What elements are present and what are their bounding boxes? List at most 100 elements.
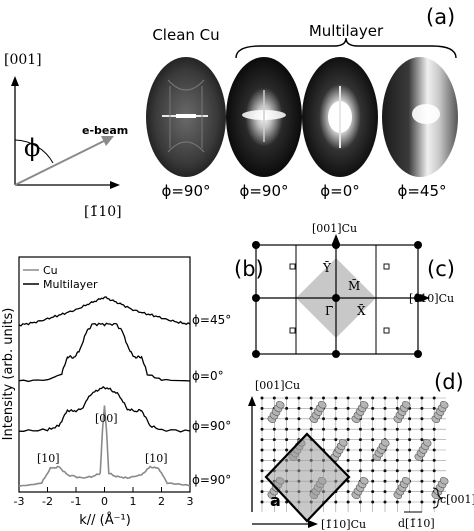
superstructure-spots [289,263,390,334]
substrate-atom [285,396,289,400]
curve-multilayer-1 [18,322,191,383]
substrate-atom [346,438,350,442]
substrate-atom [420,406,424,410]
substrate-atom [260,458,264,462]
substrate-atom [371,438,375,442]
lattice-points [252,241,422,358]
annotation-10-right: [10] [145,452,168,465]
substrate-atom [383,427,387,431]
phi-symbol: ϕ [24,134,40,162]
substrate-atom [371,500,375,504]
spacing-label-d: d[1̄10] [398,517,435,530]
panel-d-label: (d) [434,370,464,394]
substrate-atom [285,406,289,410]
molecule [393,476,411,500]
substrate-atom [346,427,350,431]
substrate-atom [358,469,362,473]
substrate-atom [383,396,387,400]
substrate-atom [371,479,375,483]
leed-image-clean [146,57,226,177]
substrate-atom [383,469,387,473]
heading-clean-cu: Clean Cu [152,26,219,44]
substrate-atom [334,406,338,410]
x-tick-label: -2 [42,495,53,508]
e-beam-label: e-beam [82,124,128,137]
substrate-atom [408,458,412,462]
substrate-atom [408,427,412,431]
substrate-atom [260,490,264,494]
molecule [393,400,411,424]
substrate-atom [260,427,264,431]
x-tick-label: -1 [71,495,82,508]
substrate-atom [420,417,424,421]
axis-001-cu-label: [001]Cu [312,222,357,235]
substrate-atom [346,500,350,504]
point-m-bar: M̄ [348,278,360,293]
x-tick-label: 1 [130,495,137,508]
curve-multilayer-0 [18,296,191,327]
substrate-atom [322,427,325,431]
substrate-atom [260,438,264,442]
substrate-atom [371,427,375,431]
substrate-atom [322,438,325,442]
substrate-atom [371,396,375,400]
substrate-atom [297,396,301,400]
substrate-atom [383,458,387,462]
substrate-atom [432,427,436,431]
substrate-atom [309,406,313,410]
substrate-atom [272,448,276,452]
axis-d-001-label: [001]Cu [255,379,300,392]
panel-a: (a) Clean Cu Multilayer [001] [1̄10] ϕ e… [4,5,458,220]
substrate-atom [408,396,412,400]
substrate-atom [408,448,412,452]
substrate-atom [285,427,289,431]
curve-label-45: ϕ=45° [192,313,231,327]
substrate-atom [272,500,276,504]
x-tick-label: 2 [158,495,165,508]
point-gamma-bar: Γ̄ [325,304,333,318]
curve-multilayer-2 [18,386,191,433]
substrate-atom [432,448,436,452]
substrate-atom [358,448,362,452]
substrate-atom [383,490,387,494]
substrate-atom [432,458,436,462]
substrate-atom [408,417,412,421]
molecule [267,400,285,424]
substrate-atom [420,479,424,483]
substrate-atom [420,427,424,431]
substrate-atom [309,427,313,431]
substrate-atom [383,417,387,421]
axis-110-label: [1̄10] [84,204,122,220]
substrate-atom [371,469,375,473]
substrate-atom [346,396,350,400]
y-axis-label: Intensity (arb. units) [1,308,16,441]
substrate-atom [432,479,436,483]
substrate-atom [358,438,362,442]
axis-d-110-arrowhead [308,520,318,528]
axis-001-cu-arrowhead [332,234,340,244]
substrate-atom [420,490,424,494]
substrate-atom [285,448,289,452]
legend-label-multilayer: Multilayer [43,278,98,291]
axis-001-label: [001] [4,52,42,68]
x-tick-label: 3 [187,495,194,508]
molecule [431,476,449,500]
panel-c-label: (c) [427,257,455,281]
point-y-bar: Ȳ [322,260,332,275]
substrate-atom [334,417,338,421]
substrate-atom [334,427,338,431]
image-caption-2: ϕ=90° [239,182,288,200]
substrate-atom [408,500,412,504]
substrate-atom [272,396,276,400]
substrate-atom [395,448,399,452]
substrate-atom [358,500,362,504]
substrate-atom [395,500,399,504]
image-caption-3: ϕ=0° [320,182,360,200]
substrate-atom [297,406,301,410]
substrate-atom [420,396,424,400]
curve-label-90-cu: ϕ=90° [192,473,231,487]
substrate-atom [371,490,375,494]
unit-cell [264,432,351,523]
panel-b: (b) Cu Multilayer -3 -2 -1 0 1 2 3 [10] [00] [… [1,256,264,528]
